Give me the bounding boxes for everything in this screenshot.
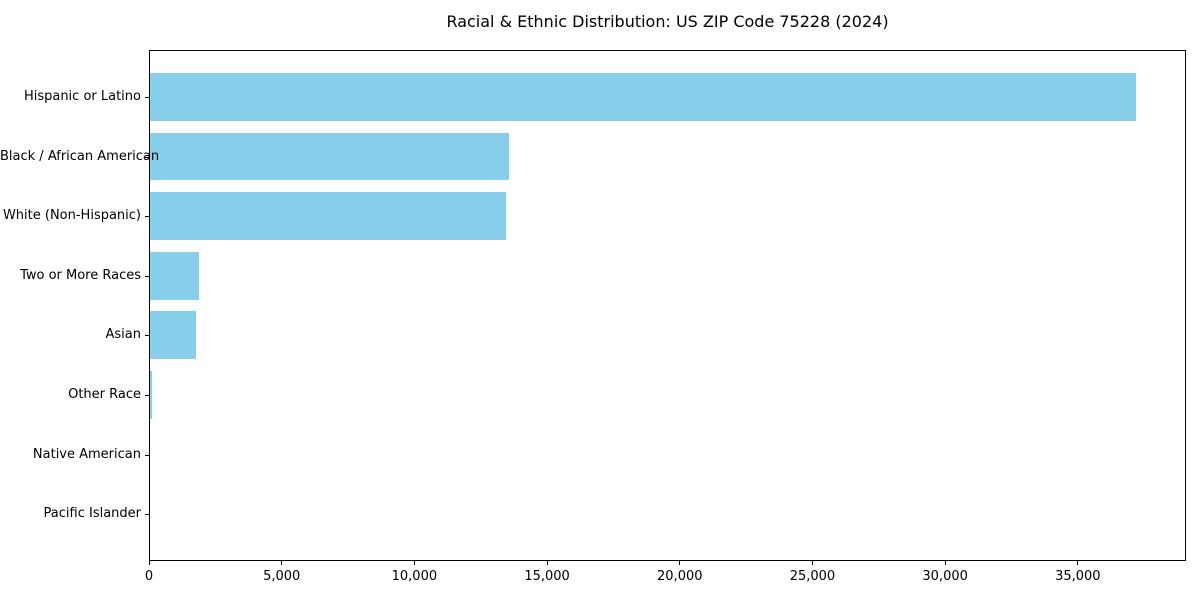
y-tick-label: Other Race <box>68 386 141 402</box>
x-tick-mark <box>944 561 946 565</box>
x-tick-label: 5,000 <box>263 569 301 584</box>
x-tick-mark <box>811 561 813 565</box>
x-tick-label: 10,000 <box>391 569 438 584</box>
y-tick-label: Black / African American <box>0 148 160 164</box>
y-tick-label: Native American <box>32 446 141 462</box>
x-tick-mark <box>281 561 283 565</box>
plot-area <box>149 50 1186 561</box>
x-tick-mark <box>679 561 681 565</box>
bar-two-or-more-races <box>150 251 199 300</box>
x-tick-mark <box>413 561 415 565</box>
bar-other-race <box>150 371 152 419</box>
x-tick-label: 30,000 <box>922 569 968 584</box>
x-tick-mark <box>148 561 150 565</box>
bar-asian <box>150 311 196 360</box>
bar-white-non-hispanic <box>150 192 506 240</box>
x-tick-label: 25,000 <box>789 569 836 584</box>
x-tick-label: 20,000 <box>657 569 703 584</box>
bar-black-african-american <box>150 132 509 181</box>
y-tick-mark <box>145 275 149 277</box>
x-tick-label: 15,000 <box>524 569 570 584</box>
bar-hispanic-or-latino <box>150 73 1136 121</box>
x-tick-label: 35,000 <box>1055 569 1101 584</box>
y-tick-label: White (Non-Hispanic) <box>2 208 141 224</box>
y-tick-mark <box>145 514 149 516</box>
chart-title: Racial & Ethnic Distribution: US ZIP Cod… <box>446 12 889 31</box>
y-tick-mark <box>145 216 149 218</box>
x-tick-mark <box>1077 561 1079 565</box>
y-tick-mark <box>145 96 149 98</box>
y-tick-label: Hispanic or Latino <box>23 88 141 104</box>
x-tick-mark <box>546 561 548 565</box>
y-tick-mark <box>145 156 149 158</box>
y-tick-mark <box>145 454 149 456</box>
y-tick-label: Pacific Islander <box>43 506 141 522</box>
y-tick-label: Two or More Races <box>20 267 141 283</box>
y-tick-label: Asian <box>105 327 141 343</box>
y-tick-mark <box>145 394 149 396</box>
y-tick-mark <box>145 335 149 337</box>
x-tick-label: 0 <box>144 569 154 584</box>
